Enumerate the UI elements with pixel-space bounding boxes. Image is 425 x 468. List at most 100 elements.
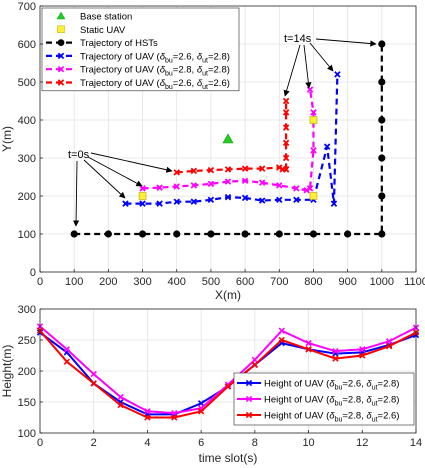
y-tick-label: 250 bbox=[18, 335, 36, 347]
point-u1-stroke-b bbox=[323, 143, 331, 150]
point-u2 bbox=[190, 182, 198, 189]
point-u1-stroke-b bbox=[122, 200, 129, 207]
legend-label-h2: Height of UAV (δbu=2.8, δut=2.8) bbox=[264, 395, 399, 408]
legend-marker-h2-stroke-b bbox=[245, 395, 253, 403]
point-h3-stroke-b bbox=[171, 414, 178, 421]
x-tick-label: 300 bbox=[133, 276, 151, 288]
point-u1 bbox=[173, 198, 180, 205]
point-hst bbox=[378, 154, 386, 162]
point-u2-stroke-b bbox=[258, 179, 266, 186]
point-u3 bbox=[282, 97, 290, 105]
legend-marker-h1-stroke-b bbox=[245, 379, 253, 387]
point-hst bbox=[70, 230, 78, 238]
legend-marker-h3 bbox=[245, 411, 253, 419]
point-u3-stroke-b bbox=[282, 139, 290, 147]
point-h2-stroke-b bbox=[90, 370, 97, 378]
point-h2-stroke-b bbox=[144, 408, 151, 415]
annotation-t14: t=14s bbox=[283, 33, 377, 97]
annotation-t14-arrow-u1 bbox=[309, 42, 334, 72]
x-tick-label: 900 bbox=[338, 276, 356, 288]
point-h3-stroke-b bbox=[305, 346, 312, 353]
point-u2-stroke-b bbox=[310, 109, 317, 116]
annotation-t0: t=0s bbox=[68, 149, 173, 227]
y-tick-label: 300 bbox=[18, 153, 36, 165]
y-tick-label: 200 bbox=[18, 191, 36, 203]
point-u1-stroke-b bbox=[156, 200, 163, 207]
point-u1-stroke-b bbox=[258, 197, 266, 204]
point-h3-stroke-b bbox=[332, 355, 339, 362]
point-u1 bbox=[122, 200, 129, 207]
point-u2 bbox=[276, 182, 283, 189]
y-tick-label: 0 bbox=[30, 267, 36, 279]
point-h2 bbox=[385, 338, 393, 345]
annotation-t14-arrow-hst bbox=[315, 38, 377, 47]
plot-frame bbox=[39, 5, 417, 273]
point-u1-stroke-b bbox=[241, 194, 249, 202]
legend-marker-h2 bbox=[245, 395, 253, 403]
point-h3 bbox=[117, 401, 124, 409]
legend-label-u3: Trajectory of UAV (δbu=2.6, δut=2.6) bbox=[80, 78, 230, 91]
marker-layer bbox=[70, 40, 386, 238]
point-u1-stroke-b bbox=[293, 196, 300, 204]
annotation-t0-label: t=0s bbox=[68, 149, 90, 161]
point-u1 bbox=[323, 143, 331, 150]
point-h3-stroke-b bbox=[90, 380, 97, 387]
x-tick-label: 400 bbox=[168, 276, 186, 288]
point-u2 bbox=[173, 183, 180, 190]
point-u2 bbox=[241, 177, 249, 185]
y-tick-label: 100 bbox=[18, 229, 36, 241]
legend-label-hst: Trajectory of HSTs bbox=[80, 38, 158, 49]
annotation-t0-arrow-u3 bbox=[90, 152, 173, 173]
point-h3 bbox=[224, 383, 232, 390]
point-h2-stroke-b bbox=[332, 347, 339, 355]
point-h2-stroke-b bbox=[117, 393, 124, 401]
point-u3 bbox=[258, 165, 266, 172]
legend-label-u1: Trajectory of UAV (δbu=2.6, δut=2.8) bbox=[80, 51, 230, 64]
x-tick-label: 500 bbox=[202, 276, 220, 288]
point-u3-stroke-b bbox=[282, 109, 290, 116]
point-h2-stroke-b bbox=[63, 346, 71, 353]
point-u1 bbox=[334, 71, 341, 78]
annotation-t0-arrow-u2 bbox=[87, 156, 143, 187]
legend-label-h1: Height of UAV (δbu=2.6, δut=2.8) bbox=[264, 379, 399, 392]
point-u2-stroke-b bbox=[293, 185, 300, 192]
legend-marker-u1-stroke-b bbox=[57, 52, 65, 60]
point-u1-stroke-b bbox=[207, 196, 215, 204]
point-h2 bbox=[63, 346, 71, 353]
point-h3-stroke-b bbox=[197, 408, 205, 415]
point-h2-stroke-b bbox=[305, 339, 312, 347]
x-tick-label: 1100 bbox=[404, 276, 425, 288]
point-h3-stroke-b bbox=[224, 383, 232, 390]
base-station-marker bbox=[222, 133, 234, 144]
point-u2-stroke-b bbox=[156, 184, 163, 191]
point-u3-stroke-b bbox=[224, 166, 232, 173]
point-u1 bbox=[258, 197, 266, 204]
x-tick-label: 800 bbox=[304, 276, 322, 288]
point-u2 bbox=[156, 184, 163, 191]
x-tick-label: 600 bbox=[236, 276, 254, 288]
point-u1 bbox=[276, 196, 283, 204]
point-u1-stroke-b bbox=[334, 71, 341, 78]
point-u3 bbox=[207, 166, 215, 174]
point-u2-stroke-b bbox=[224, 178, 232, 185]
point-h2-stroke-b bbox=[224, 381, 232, 388]
height-chart: Height of UAV (δbu=2.6, δut=2.8) Height o… bbox=[0, 304, 422, 465]
point-h3 bbox=[305, 346, 312, 353]
point-h2 bbox=[90, 370, 97, 378]
point-u3 bbox=[224, 166, 232, 173]
point-u3-stroke-b bbox=[276, 164, 283, 171]
point-h2 bbox=[251, 356, 259, 364]
point-u1 bbox=[330, 200, 338, 207]
point-h3 bbox=[144, 414, 151, 421]
point-h1-stroke-b bbox=[197, 400, 205, 407]
legend: Height of UAV (δbu=2.6, δut=2.8) Height o… bbox=[233, 372, 415, 426]
point-hst bbox=[207, 230, 215, 238]
point-h3-stroke-b bbox=[278, 336, 285, 344]
legend-swatch-bs bbox=[56, 11, 66, 20]
point-u3-stroke-b bbox=[282, 97, 290, 105]
y-tick-label: 700 bbox=[18, 1, 36, 13]
legend: Base station Static UAV Trajectory of HSTs… bbox=[41, 7, 240, 92]
point-u2 bbox=[139, 185, 146, 192]
point-h3 bbox=[359, 352, 366, 359]
